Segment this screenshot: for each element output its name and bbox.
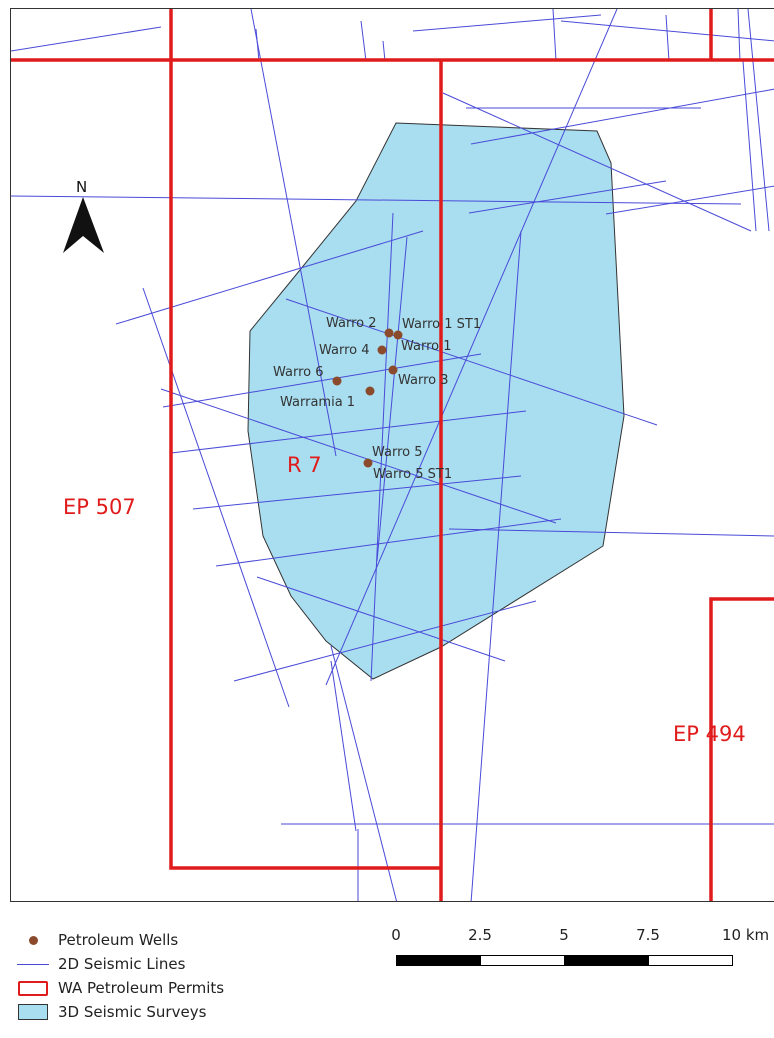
seismic-line (255, 28, 260, 62)
map-frame[interactable] (10, 8, 774, 902)
seismic-line (325, 9, 618, 686)
well-dot-icon (16, 930, 50, 950)
legend-label: 3D Seismic Surveys (58, 1003, 207, 1021)
seismic-line (747, 9, 770, 232)
seismic-line (250, 9, 337, 457)
permit-boundary (169, 9, 441, 870)
seismic-line (285, 298, 658, 426)
seismic-3d-survey-polygon (247, 122, 625, 680)
seismic-line (215, 518, 562, 567)
seismic-line (142, 287, 290, 708)
seismic-line (170, 410, 527, 454)
well-label: Warro 1 ST1 (402, 317, 482, 332)
survey-fill-icon (16, 1002, 50, 1022)
seismic-2d-lines (11, 9, 774, 901)
seismic-line (360, 20, 367, 62)
seismic-line (330, 660, 357, 832)
well-label: Warro 5 (372, 445, 423, 460)
petroleum-wells (332, 328, 403, 468)
permit-label-ep494: EP 494 (673, 722, 746, 746)
scale-segment (564, 955, 649, 966)
well-label: Warro 3 (398, 373, 449, 388)
permit-boundary (709, 597, 774, 901)
well-label: Warramia 1 (280, 395, 356, 410)
seismic-line (737, 9, 741, 62)
seismic-line (382, 40, 386, 62)
map-canvas[interactable] (11, 9, 774, 902)
seismic-line (233, 600, 537, 682)
well-label: Warro 4 (319, 343, 370, 358)
seismic-line (448, 528, 774, 537)
well-label: Warro 6 (273, 365, 324, 380)
scale-label: 2.5 (468, 926, 492, 944)
legend-label: WA Petroleum Permits (58, 979, 225, 997)
petroleum-permits (11, 9, 774, 901)
line-swatch-icon (16, 954, 50, 974)
scale-label: 0 (391, 926, 401, 944)
north-arrow-icon (63, 197, 104, 253)
well-marker (365, 386, 375, 396)
seismic-line (560, 20, 774, 42)
scale-label: 5 (559, 926, 569, 944)
seismic-line (665, 14, 670, 62)
seismic-line (552, 9, 557, 62)
well-marker (384, 328, 394, 338)
seismic-line (11, 26, 162, 52)
seismic-line (370, 212, 394, 682)
seismic-line (256, 576, 506, 662)
scale-bar: 0 2.5 5 7.5 10 km (391, 926, 774, 986)
permit-outline-icon (16, 978, 50, 998)
legend-item-wells: Petroleum Wells (16, 928, 224, 952)
legend-item-permits: WA Petroleum Permits (16, 976, 224, 1000)
legend-item-3d-surveys: 3D Seismic Surveys (16, 1000, 224, 1024)
permit-label-r7: R 7 (287, 453, 322, 477)
well-marker (393, 330, 403, 340)
scale-segment (480, 955, 565, 966)
well-marker (388, 365, 398, 375)
legend-item-2d-lines: 2D Seismic Lines (16, 952, 224, 976)
seismic-line (470, 230, 522, 901)
seismic-line (115, 230, 424, 325)
map-legend: Petroleum Wells 2D Seismic Lines WA Petr… (16, 928, 224, 1024)
seismic-line (605, 185, 774, 215)
seismic-line (192, 475, 522, 510)
seismic-line (742, 60, 757, 232)
seismic-line (412, 14, 602, 32)
well-label: Warro 2 (326, 316, 377, 331)
well-marker (377, 345, 387, 355)
seismic-line (468, 180, 667, 214)
seismic-line (160, 388, 557, 524)
seismic-line (376, 236, 408, 562)
scale-label: 7.5 (636, 926, 660, 944)
legend-label: Petroleum Wells (58, 931, 179, 949)
scale-segment (648, 955, 733, 966)
legend-label: 2D Seismic Lines (58, 955, 186, 973)
seismic-line (442, 92, 752, 232)
well-label: Warro 5 ST1 (373, 467, 453, 482)
north-arrow-label: N (76, 178, 88, 196)
permit-label-ep507: EP 507 (63, 495, 136, 519)
seismic-line (470, 88, 774, 145)
seismic-line (330, 645, 398, 901)
seismic-line (11, 195, 742, 205)
scale-label: 10 km (722, 926, 770, 944)
well-marker (332, 376, 342, 386)
scale-segment (396, 955, 481, 966)
well-marker (363, 458, 373, 468)
well-label: Warro 1 (401, 339, 452, 354)
